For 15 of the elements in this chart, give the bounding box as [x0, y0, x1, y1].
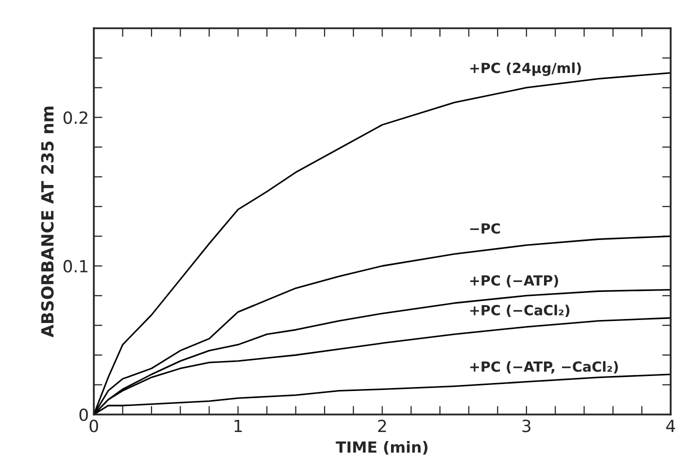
y-axis-title: ABSORBANCE AT 235 nm: [41, 106, 54, 338]
series-label: +PC (−CaCl₂): [470, 304, 570, 318]
series-label: +PC (−ATP): [470, 274, 558, 288]
x-tick-label: 0: [90, 420, 98, 432]
x-tick-label: 2: [378, 420, 386, 432]
y-tick-label: 0: [79, 408, 88, 422]
x-tick-label: 4: [666, 420, 676, 432]
x-tick-label: 1: [234, 420, 242, 432]
x-tick-label: 3: [522, 420, 530, 432]
series-label: +PC (24µg/ml): [470, 62, 581, 76]
series-label: −PC: [470, 223, 500, 234]
series-label: +PC (−ATP, −CaCl₂): [470, 361, 618, 374]
y-tick-label: 0.2: [64, 111, 88, 124]
x-axis-title: TIME (min): [336, 441, 428, 455]
y-tick-label: 0.1: [64, 260, 88, 273]
